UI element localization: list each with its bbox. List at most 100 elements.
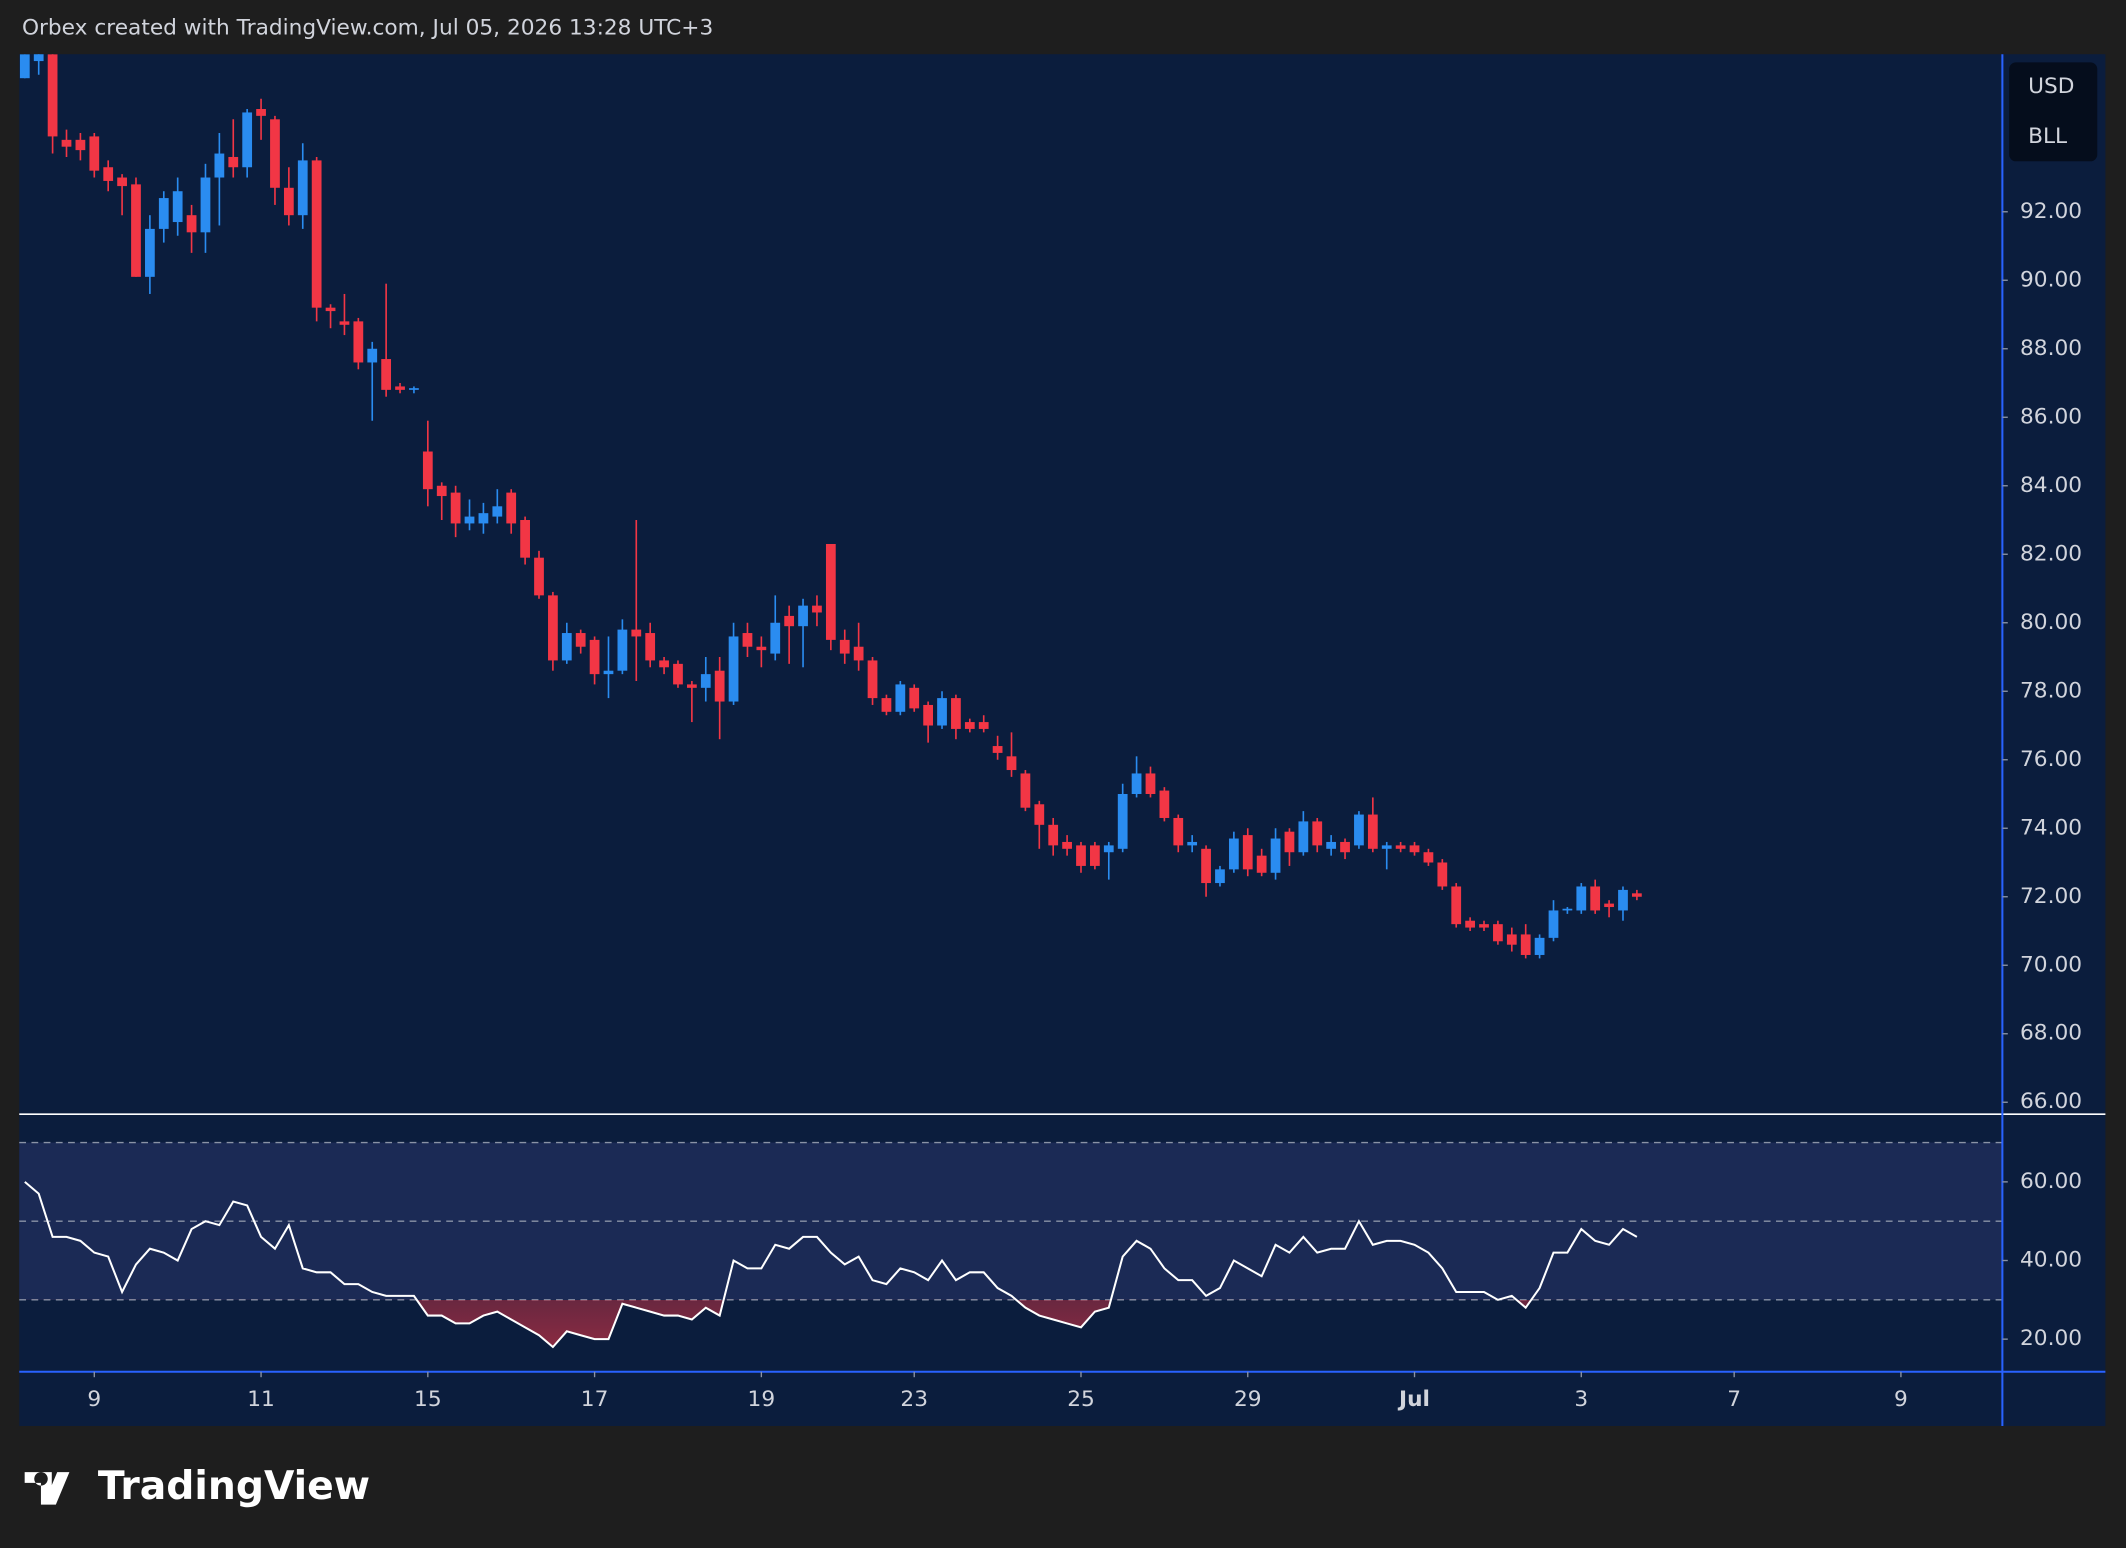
candle-body: [631, 629, 642, 637]
candle-body: [1381, 845, 1392, 849]
x-tick-label: 29: [1234, 1387, 1262, 1412]
rsi-y-tick-label: 20.00: [2020, 1326, 2082, 1351]
x-tick-label: 23: [900, 1387, 928, 1412]
candle-body: [506, 492, 517, 524]
candle-body: [1618, 889, 1628, 911]
candle-body: [617, 629, 628, 671]
x-tick-label: 15: [414, 1387, 442, 1412]
y-tick-label: 80.00: [2020, 610, 2082, 635]
candle-body: [770, 622, 781, 654]
candle-body: [1409, 845, 1420, 853]
candle-body: [47, 54, 58, 137]
x-tick-label: 25: [1067, 1387, 1095, 1412]
x-tick-label: Jul: [1397, 1387, 1430, 1412]
candle-body: [1187, 841, 1198, 846]
candle-body: [1423, 852, 1434, 863]
candle-body: [853, 646, 864, 661]
x-tick-label: 9: [1894, 1387, 1908, 1412]
candle-body: [1326, 841, 1337, 849]
candle-body: [381, 359, 392, 390]
candle-body: [881, 698, 892, 712]
candle-body: [1048, 824, 1059, 846]
candles: [19, 54, 1642, 959]
candle-body: [561, 633, 572, 661]
candle-body: [283, 187, 294, 216]
candle-body: [297, 160, 308, 216]
x-tick-label: 3: [1574, 1387, 1588, 1412]
candle-body: [548, 595, 558, 661]
candle-body: [436, 485, 447, 497]
candle-body: [784, 615, 795, 627]
candle-body: [575, 633, 586, 647]
logo-icon: [24, 1472, 70, 1505]
candle-body: [992, 746, 1003, 753]
candle-body: [798, 605, 808, 627]
badge-currency: USD: [2028, 74, 2074, 99]
candle-body: [1437, 862, 1448, 887]
candle-body: [145, 228, 155, 277]
candle-body: [339, 321, 350, 325]
y-tick-label: 66.00: [2020, 1089, 2082, 1114]
candle-body: [909, 687, 920, 709]
candle-body: [214, 153, 225, 178]
candle-body: [1395, 845, 1406, 849]
candle-body: [1215, 869, 1225, 884]
candle-body: [1298, 821, 1309, 853]
y-tick-label: 88.00: [2020, 336, 2082, 361]
candle-body: [1256, 855, 1267, 873]
candle-body: [1312, 821, 1323, 846]
candle-body: [450, 492, 461, 524]
x-tick-label: 7: [1727, 1387, 1741, 1412]
candle-body: [1020, 773, 1031, 808]
rsi-y-tick-label: 40.00: [2020, 1248, 2082, 1273]
candle-body: [1520, 934, 1531, 955]
candle-body: [1076, 845, 1086, 866]
candle-body: [89, 136, 100, 171]
candle-body: [520, 520, 530, 558]
candle-body: [1006, 756, 1017, 771]
badge-box: [2009, 62, 2098, 162]
candle-body: [867, 660, 878, 699]
y-tick-label: 70.00: [2020, 952, 2082, 977]
candle-body: [700, 674, 711, 688]
candle-body: [1159, 790, 1170, 818]
candle-body: [1228, 838, 1239, 870]
candle-body: [353, 321, 364, 363]
candle-body: [937, 698, 947, 726]
x-tick-label: 19: [748, 1387, 776, 1412]
candle-body: [534, 557, 544, 596]
y-tick-label: 76.00: [2020, 747, 2082, 772]
candle-body: [158, 198, 169, 229]
candle-body: [895, 684, 906, 712]
candle-body: [1090, 845, 1100, 866]
candle-body: [951, 698, 961, 729]
candle-body: [367, 348, 378, 363]
candle-body: [1340, 841, 1350, 853]
candle-body: [228, 156, 239, 168]
candle-body: [478, 513, 489, 524]
candle-body: [131, 184, 141, 277]
candle-body: [1284, 831, 1295, 853]
candle-body: [33, 54, 44, 62]
y-tick-label: 86.00: [2020, 404, 2082, 429]
candle-body: [603, 670, 614, 675]
candle-body: [1117, 794, 1128, 849]
candle-body: [756, 646, 767, 651]
y-tick-label: 74.00: [2020, 815, 2082, 840]
candle-body: [1479, 924, 1489, 928]
candle-body: [1576, 886, 1587, 911]
candle-body: [1062, 841, 1072, 849]
logo: TradingView: [24, 1464, 370, 1509]
candle-body: [19, 54, 30, 79]
x-tick-label: 17: [581, 1387, 609, 1412]
candle-body: [923, 704, 934, 726]
y-tick-label: 84.00: [2020, 473, 2082, 498]
candle-body: [311, 160, 322, 308]
oversold-fill: [416, 1299, 1532, 1348]
candle-body: [673, 663, 683, 685]
rsi-y-tick-label: 60.00: [2020, 1169, 2082, 1194]
candle-body: [1103, 845, 1114, 853]
candle-body: [1604, 903, 1614, 908]
